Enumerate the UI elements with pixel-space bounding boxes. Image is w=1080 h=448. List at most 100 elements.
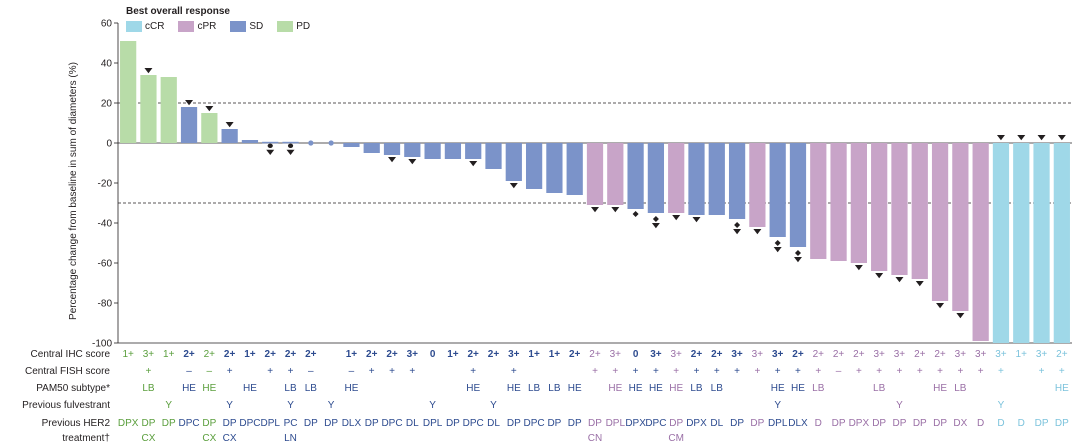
row-cell-tx1: DPC (645, 418, 666, 429)
row-cell-pam: LB (528, 383, 541, 394)
y-tick-label: -40 (98, 219, 113, 230)
row-cell-tx1: DP (141, 418, 155, 429)
bar (708, 143, 725, 215)
y-tick-label: -80 (98, 299, 113, 310)
row-cell-ihc: 3+ (894, 349, 906, 360)
row-cell-fish: – (207, 366, 213, 377)
bar (749, 143, 766, 227)
row-cell-fish: + (694, 366, 700, 377)
row-cell-fish: + (470, 366, 476, 377)
row-cell-fish: – (308, 366, 314, 377)
row-label: Central FISH score (25, 366, 110, 377)
row-label: PAM50 subtype* (36, 383, 110, 394)
marker-triangle (205, 106, 214, 112)
row-cell-tx1: DL (710, 418, 723, 429)
row-cell-pam: HE (608, 383, 622, 394)
bar (1013, 143, 1030, 343)
row-cell-tx2: CX (223, 433, 237, 444)
row-cell-fish: + (957, 366, 963, 377)
row-cell-tx1: DP (913, 418, 927, 429)
row-cell-pam: LB (548, 383, 561, 394)
row-cell-pam: HE (202, 383, 216, 394)
bar (931, 143, 949, 301)
legend-label-ccr: cCR (145, 21, 165, 32)
row-cell-ihc: 3+ (873, 349, 885, 360)
row-cell-tx2: CX (141, 433, 155, 444)
row-cell-ihc: 2+ (711, 349, 723, 360)
row-cell-tx2: CX (202, 433, 216, 444)
row-cell-tx1: DPL (606, 418, 626, 429)
row-cell-tx1: DP (507, 418, 521, 429)
row-cell-tx1: DP (446, 418, 460, 429)
row-cell-tx1: DLX (788, 418, 808, 429)
row-cell-pam: HE (507, 383, 521, 394)
bar (282, 141, 299, 144)
row-cell-ful: Y (328, 400, 335, 411)
marker-triangle (915, 281, 924, 287)
row-cell-ihc: 2+ (792, 349, 804, 360)
row-cell-ihc: 3+ (143, 349, 155, 360)
row-cell-tx1: DPL (261, 418, 281, 429)
legend: cCR cPR SD PD (126, 21, 310, 32)
marker-diamond (794, 250, 801, 256)
row-cell-ihc: 2+ (204, 349, 216, 360)
row-cell-fish: + (714, 366, 720, 377)
row-cell-ihc: 2+ (183, 349, 195, 360)
row-cell-ihc: 2+ (265, 349, 277, 360)
row-cell-tx1: DPC (524, 418, 545, 429)
marker-triangle (793, 257, 802, 263)
marker-diamond (652, 216, 659, 222)
bar (891, 143, 908, 275)
marker-triangle (1017, 135, 1026, 141)
row-cell-ihc: 2+ (468, 349, 480, 360)
legend-label-pd: PD (296, 21, 311, 32)
row-cell-ihc: 2+ (914, 349, 926, 360)
row-cell-tx1: DP (547, 418, 561, 429)
bar (343, 143, 360, 147)
row-cell-tx1: DP (365, 418, 379, 429)
marker-triangle (408, 159, 417, 165)
row-cell-tx1: DP (304, 418, 318, 429)
row-cell-fish: + (288, 366, 294, 377)
legend-item-cpr: cPR (178, 21, 216, 32)
row-cell-fish: + (673, 366, 679, 377)
row-cell-ihc: 1+ (447, 349, 459, 360)
row-cell-ihc: 3+ (752, 349, 764, 360)
row-cell-tx1: DX (953, 418, 967, 429)
marker-triangle (144, 68, 153, 74)
row-cell-tx2: LN (284, 433, 297, 444)
row-cell-fish: + (227, 366, 233, 377)
row-cell-tx1: DP (1035, 418, 1049, 429)
row-cell-ihc: 2+ (934, 349, 946, 360)
row-cell-ihc: 2+ (285, 349, 297, 360)
row-cell-fish: + (511, 366, 517, 377)
y-tick-label: 0 (106, 139, 112, 150)
bar (363, 143, 380, 153)
bar (789, 143, 807, 247)
bar (728, 143, 746, 219)
row-cell-tx1: DL (406, 418, 419, 429)
row-cell-ihc: 2+ (691, 349, 703, 360)
row-cell-tx1: D (977, 418, 984, 429)
marker-triangle (651, 223, 660, 229)
row-cell-pam: HE (669, 383, 683, 394)
row-cell-ful: Y (429, 400, 436, 411)
row-cell-ihc: 0 (430, 349, 436, 360)
row-cell-ihc: 3+ (670, 349, 682, 360)
row-cell-fish: + (146, 366, 152, 377)
row-cell-tx1: D (1018, 418, 1025, 429)
marker-triangle (956, 313, 965, 319)
row-cell-ful: Y (896, 400, 903, 411)
y-tick-label: 20 (101, 99, 113, 110)
marker-triangle (1057, 135, 1066, 141)
marker-triangle (286, 149, 295, 155)
row-cell-ihc: 2+ (386, 349, 398, 360)
row-cell-fish: + (795, 366, 801, 377)
row-cell-fish: + (1039, 366, 1045, 377)
bar (383, 143, 401, 155)
row-cell-pam: HE (568, 383, 582, 394)
row-cell-ful: Y (998, 400, 1005, 411)
row-cell-fish: + (653, 366, 659, 377)
row-cell-tx1: DP (223, 418, 237, 429)
row-cell-ful: Y (165, 400, 172, 411)
